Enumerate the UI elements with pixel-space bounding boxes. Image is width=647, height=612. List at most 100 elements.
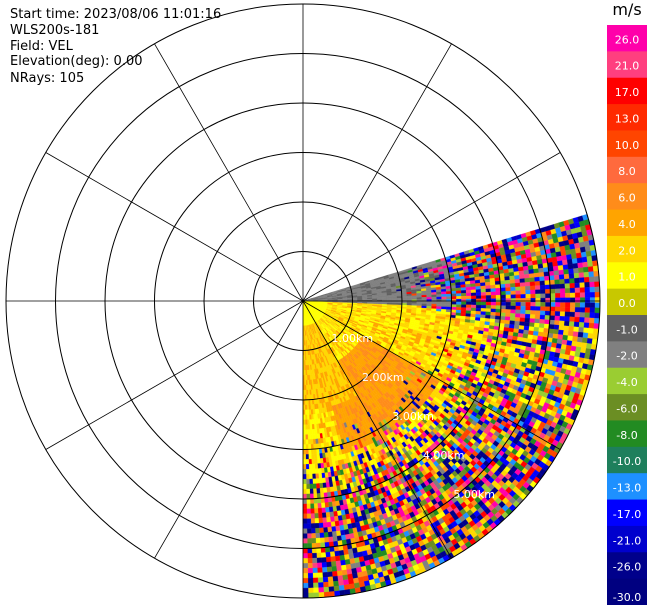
- data-cell: [579, 322, 584, 327]
- data-cell: [481, 305, 486, 308]
- data-cell: [551, 298, 556, 303]
- data-cell: [491, 312, 496, 316]
- data-cell: [521, 298, 526, 302]
- data-cell: [525, 310, 530, 314]
- data-cell: [563, 265, 569, 270]
- data-cell: [505, 276, 510, 280]
- data-cell: [516, 291, 521, 295]
- data-cell: [471, 296, 476, 299]
- data-cell: [496, 306, 501, 310]
- data-cell: [412, 294, 417, 296]
- data-cell: [510, 283, 515, 287]
- data-cell: [516, 295, 521, 299]
- data-cell: [553, 266, 559, 271]
- data-cell: [519, 325, 524, 330]
- data-cell: [573, 268, 579, 273]
- data-cell: [579, 317, 584, 322]
- data-cell: [441, 307, 446, 310]
- data-cell: [500, 313, 505, 317]
- data-cell: [495, 281, 500, 285]
- data-cell: [486, 309, 491, 313]
- data-cell: [534, 269, 539, 274]
- data-cell: [466, 299, 471, 302]
- data-cell: [568, 264, 574, 269]
- data-cell: [486, 295, 491, 298]
- data-cell: [387, 302, 392, 304]
- data-cell: [466, 305, 471, 308]
- data-cell: [583, 333, 589, 339]
- data-cell: [432, 297, 437, 299]
- data-cell: [500, 281, 505, 285]
- data-cell: [578, 268, 584, 274]
- data-cell: [567, 336, 573, 341]
- data-cell: [490, 282, 495, 286]
- data-cell: [535, 315, 540, 320]
- data-cell: [516, 298, 521, 302]
- data-cell: [367, 299, 372, 300]
- data-cell: [584, 318, 589, 323]
- data-cell: [590, 282, 595, 287]
- data-cell: [486, 285, 491, 289]
- data-cell: [540, 307, 545, 311]
- data-cell: [536, 298, 541, 302]
- data-cell: [550, 285, 555, 290]
- data-cell: [485, 282, 490, 286]
- data-cell: [560, 316, 565, 321]
- data-cell: [578, 263, 584, 269]
- data-cell: [565, 317, 570, 322]
- data-cell: [540, 319, 545, 324]
- data-cell: [595, 308, 600, 313]
- data-cell: [553, 334, 559, 339]
- data-cell: [417, 295, 422, 297]
- data-cell: [490, 278, 495, 282]
- data-cell: [520, 286, 525, 290]
- data-cell: [541, 298, 546, 302]
- data-cell: [402, 296, 407, 298]
- data-cell: [521, 302, 526, 306]
- data-cell: [515, 321, 520, 325]
- data-cell: [432, 302, 437, 304]
- data-cell: [525, 282, 530, 286]
- data-cell: [576, 253, 582, 259]
- data-cell: [456, 291, 461, 294]
- data-cell: [521, 294, 526, 298]
- data-cell: [575, 303, 580, 308]
- data-cell: [555, 293, 560, 298]
- data-cell: [505, 320, 510, 324]
- data-cell: [579, 278, 584, 283]
- data-cell: [461, 302, 466, 305]
- data-cell: [511, 298, 516, 302]
- data-cell: [432, 304, 437, 307]
- data-cell: [486, 302, 491, 305]
- data-cell: [514, 275, 519, 279]
- data-cell: [587, 338, 593, 344]
- data-cell: [519, 275, 524, 279]
- data-cell: [397, 302, 402, 304]
- data-cell: [471, 290, 476, 293]
- data-cell: [570, 293, 575, 298]
- data-cell: [557, 261, 563, 266]
- data-cell: [559, 270, 564, 275]
- data-cell: [540, 281, 545, 286]
- data-cell: [447, 299, 452, 302]
- data-cell: [590, 298, 595, 303]
- data-cell: [422, 302, 427, 304]
- data-cell: [436, 307, 441, 310]
- data-cell: [555, 311, 560, 316]
- data-cell: [550, 302, 555, 307]
- data-cell: [550, 316, 555, 321]
- data-cell: [441, 289, 446, 292]
- data-cell: [529, 323, 534, 328]
- data-cell: [501, 295, 506, 299]
- data-cell: [582, 257, 588, 263]
- data-cell: [529, 269, 534, 274]
- data-cell: [471, 299, 476, 302]
- data-cell: [518, 267, 524, 272]
- data-cell: [476, 293, 481, 296]
- data-cell: [531, 302, 536, 306]
- data-cell: [516, 310, 521, 314]
- data-cell: [515, 279, 520, 283]
- data-cell: [595, 287, 600, 293]
- data-cell: [480, 283, 485, 287]
- data-cell: [570, 312, 575, 317]
